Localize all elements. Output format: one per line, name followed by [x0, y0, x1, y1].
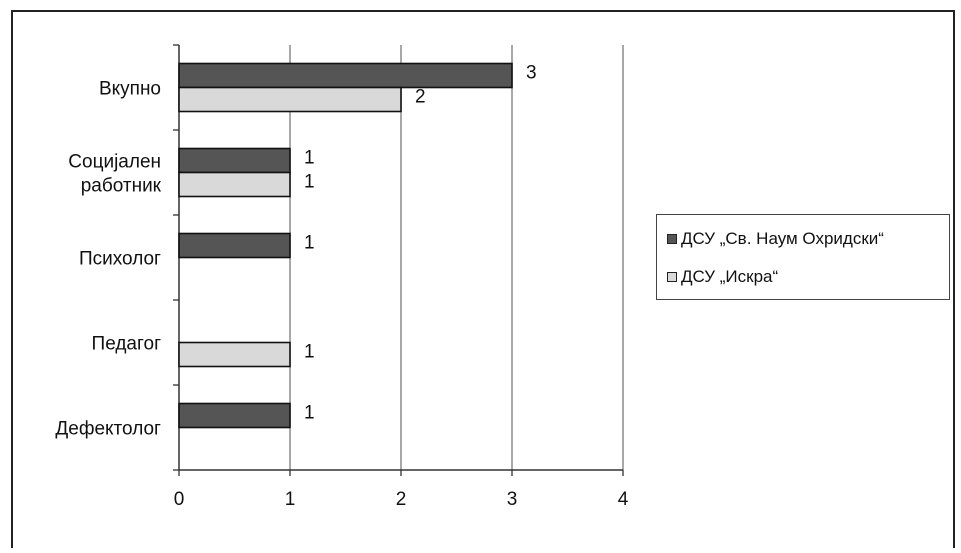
bar-s1-c2	[178, 147, 291, 174]
category-label-2-line-1: Социјален	[68, 152, 161, 173]
data-label-s1-c5: 1	[304, 403, 315, 424]
legend-label-series-2: ДСУ „Искра“	[681, 267, 779, 286]
x-tick-label-0: 0	[174, 489, 185, 510]
category-label-1-line-1: Вкупно	[99, 79, 161, 100]
x-tick-label-1: 1	[285, 489, 296, 510]
chart-frame: 0 1 2 3 4 3 2 Вкупно 1 1 Социјален работник 1 Психоло…	[11, 10, 955, 548]
legend-item-series-1: ДСУ „Св. Наум Охридски“	[667, 229, 884, 249]
category-label-5-line-1: Дефектолог	[55, 419, 161, 440]
legend-label-series-1: ДСУ „Св. Наум Охридски“	[681, 229, 884, 248]
bar-s1-c1	[178, 62, 513, 89]
chart-canvas: 0 1 2 3 4 3 2 Вкупно 1 1 Социјален работник 1 Психоло…	[55, 44, 629, 510]
data-label-s1-c1: 3	[526, 63, 537, 84]
bar-s2-c1	[178, 86, 402, 113]
data-label-s1-c2: 1	[304, 148, 315, 169]
category-label-4-line-1: Педагог	[92, 334, 162, 355]
legend-swatch-series-2	[667, 272, 677, 282]
chart-legend: ДСУ „Св. Наум Охридски“ ДСУ „Искра“	[656, 214, 950, 300]
bar-s2-c4	[178, 341, 291, 368]
bar-s1-c5	[178, 402, 291, 429]
legend-swatch-series-1	[667, 234, 677, 244]
data-label-s2-c2: 1	[304, 172, 315, 193]
bar-s1-c3	[178, 232, 291, 259]
category-label-3-line-1: Психолог	[79, 249, 161, 270]
data-label-s2-c1: 2	[415, 87, 426, 108]
x-tick-label-2: 2	[396, 489, 407, 510]
data-label-s1-c3: 1	[304, 233, 315, 254]
data-label-s2-c4: 1	[304, 342, 315, 363]
bar-s2-c2	[178, 171, 291, 198]
category-label-2-line-2: работник	[81, 176, 162, 197]
x-tick-label-4: 4	[618, 489, 629, 510]
x-tick-label-3: 3	[507, 489, 518, 510]
legend-item-series-2: ДСУ „Искра“	[667, 267, 778, 287]
